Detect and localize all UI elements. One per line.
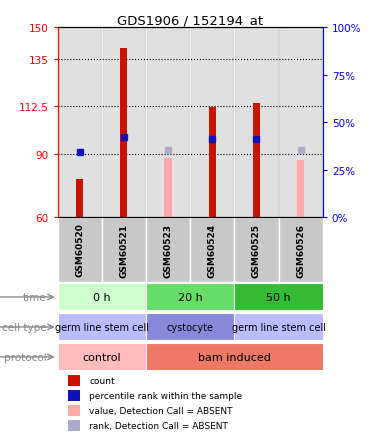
Text: rank, Detection Call = ABSENT: rank, Detection Call = ABSENT xyxy=(89,421,228,431)
Text: value, Detection Call = ABSENT: value, Detection Call = ABSENT xyxy=(89,406,233,415)
Bar xyxy=(146,284,234,311)
Bar xyxy=(235,28,278,217)
Bar xyxy=(209,108,216,217)
Bar xyxy=(279,28,322,217)
Text: cystocyte: cystocyte xyxy=(167,322,214,332)
Bar xyxy=(147,28,189,217)
Text: GSM60520: GSM60520 xyxy=(75,223,84,277)
Bar xyxy=(191,28,233,217)
Bar xyxy=(58,28,101,217)
Bar xyxy=(58,284,146,311)
Bar xyxy=(234,217,279,283)
Text: GSM60523: GSM60523 xyxy=(164,223,173,277)
Bar xyxy=(103,28,145,217)
Bar xyxy=(164,159,171,217)
Bar xyxy=(68,421,80,431)
Bar xyxy=(68,391,80,401)
Bar xyxy=(297,161,304,217)
Text: 20 h: 20 h xyxy=(178,293,203,302)
Bar xyxy=(279,217,323,283)
Text: GSM60524: GSM60524 xyxy=(208,223,217,277)
Text: GSM60526: GSM60526 xyxy=(296,223,305,277)
Text: 50 h: 50 h xyxy=(266,293,291,302)
Bar xyxy=(76,180,83,217)
Text: GSM60525: GSM60525 xyxy=(252,223,261,277)
Title: GDS1906 / 152194_at: GDS1906 / 152194_at xyxy=(117,14,263,27)
Text: protocol: protocol xyxy=(4,352,46,362)
Bar xyxy=(68,405,80,416)
Bar xyxy=(120,49,127,217)
Bar xyxy=(146,314,234,341)
Bar xyxy=(253,104,260,217)
Bar xyxy=(58,217,102,283)
Bar xyxy=(58,314,146,341)
Text: percentile rank within the sample: percentile rank within the sample xyxy=(89,391,243,401)
Text: control: control xyxy=(82,352,121,362)
Bar xyxy=(146,344,323,371)
Text: count: count xyxy=(89,377,115,385)
Bar xyxy=(58,344,146,371)
Text: germ line stem cell: germ line stem cell xyxy=(232,322,326,332)
Bar xyxy=(146,217,190,283)
Text: bam induced: bam induced xyxy=(198,352,271,362)
Bar xyxy=(190,217,234,283)
Text: 0 h: 0 h xyxy=(93,293,111,302)
Bar xyxy=(68,375,80,386)
Text: GSM60521: GSM60521 xyxy=(119,223,128,277)
Bar xyxy=(209,108,216,217)
Text: germ line stem cell: germ line stem cell xyxy=(55,322,149,332)
Bar xyxy=(234,284,323,311)
Bar xyxy=(234,314,323,341)
Bar xyxy=(102,217,146,283)
Text: cell type: cell type xyxy=(2,322,46,332)
Text: time: time xyxy=(23,293,46,302)
